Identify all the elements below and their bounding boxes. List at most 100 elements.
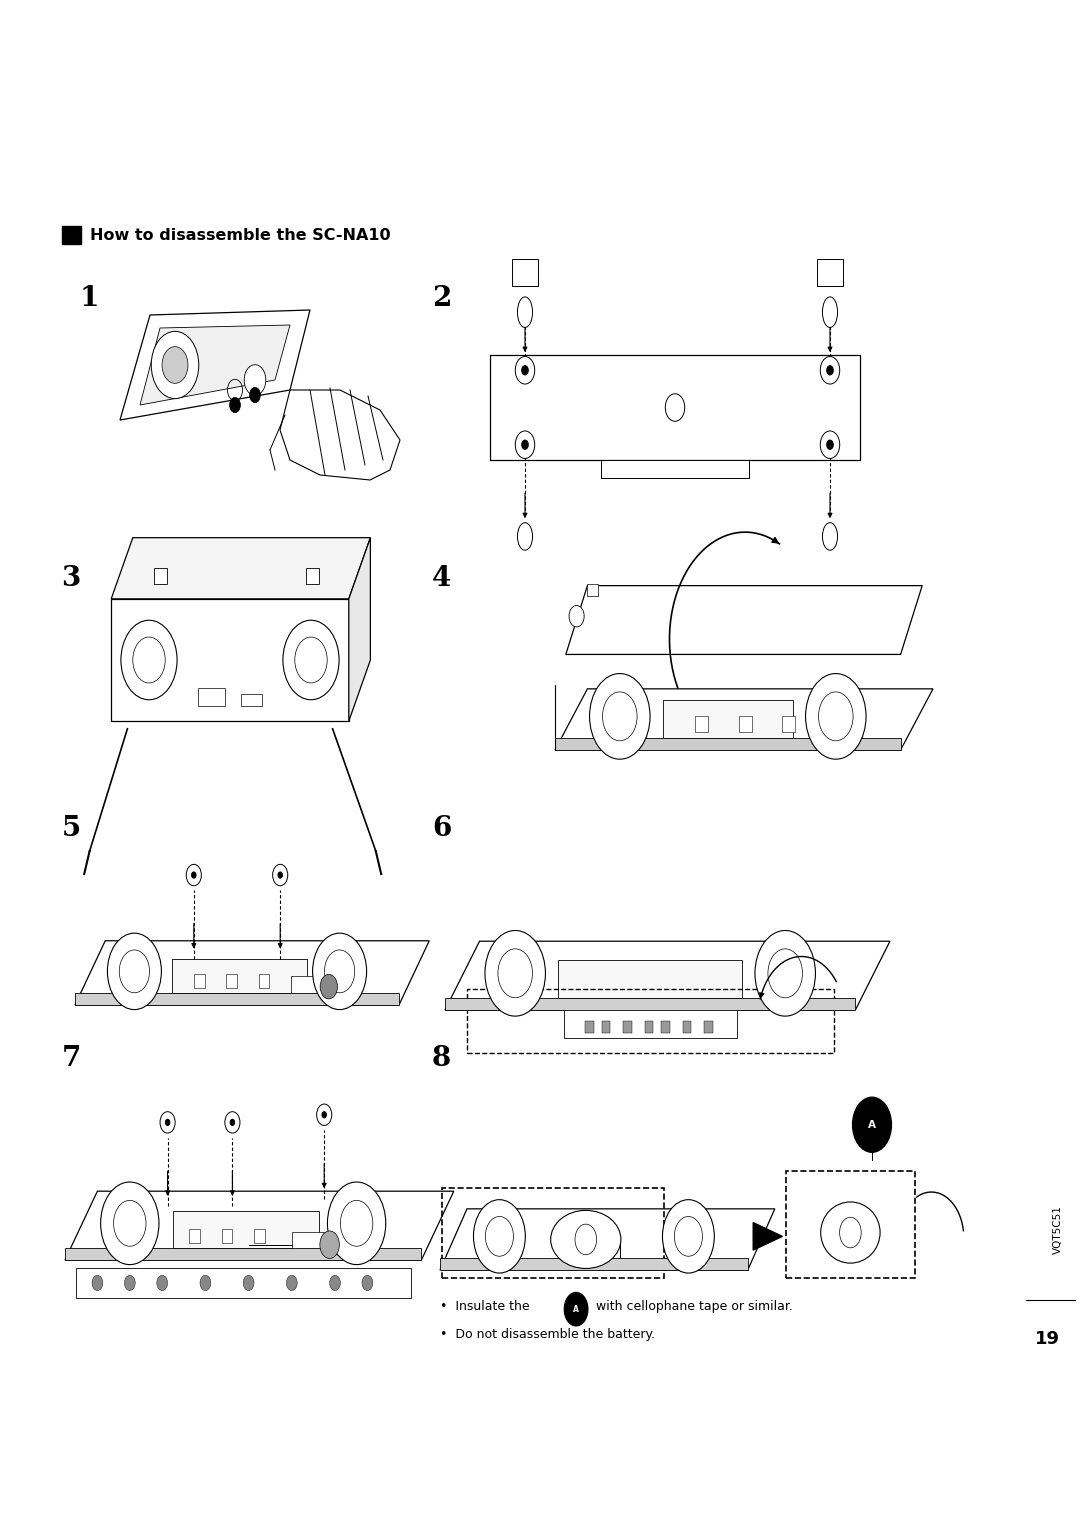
Bar	[600, 460, 750, 479]
Bar	[241, 694, 262, 706]
Text: •  Do not disassemble the battery.: • Do not disassemble the battery.	[440, 1327, 656, 1341]
Circle shape	[100, 1182, 159, 1264]
Circle shape	[806, 674, 866, 760]
Circle shape	[322, 1112, 326, 1118]
Bar	[172, 959, 307, 992]
Text: 5: 5	[62, 815, 81, 842]
Bar	[291, 976, 345, 998]
Text: 4: 4	[432, 566, 451, 592]
Text: 3: 3	[62, 566, 81, 592]
Bar	[739, 717, 752, 732]
Text: 2: 2	[432, 284, 451, 312]
Circle shape	[124, 1275, 135, 1290]
Circle shape	[244, 365, 266, 396]
Bar	[189, 1229, 200, 1243]
Bar	[154, 569, 167, 584]
Circle shape	[92, 1275, 103, 1290]
Circle shape	[827, 365, 834, 375]
Bar	[292, 1232, 378, 1257]
Circle shape	[327, 1182, 386, 1264]
Ellipse shape	[517, 297, 532, 327]
Circle shape	[230, 1119, 234, 1125]
Bar	[442, 1188, 664, 1278]
Circle shape	[515, 431, 535, 459]
Polygon shape	[349, 538, 370, 722]
Text: A: A	[573, 1304, 579, 1313]
Bar	[645, 1021, 653, 1034]
Circle shape	[522, 440, 528, 450]
Circle shape	[165, 1119, 170, 1125]
Bar	[445, 998, 855, 1011]
Bar	[558, 960, 742, 998]
Text: •  Insulate the: • Insulate the	[440, 1300, 534, 1313]
Circle shape	[200, 1275, 211, 1290]
Text: 8: 8	[432, 1044, 451, 1072]
Circle shape	[249, 387, 260, 402]
Polygon shape	[65, 1191, 454, 1260]
Circle shape	[107, 933, 161, 1009]
Bar	[785, 1171, 915, 1278]
Polygon shape	[566, 586, 922, 654]
Circle shape	[151, 332, 199, 399]
Bar	[663, 700, 793, 739]
Bar	[75, 992, 399, 1005]
Bar	[782, 717, 795, 732]
Bar	[198, 688, 225, 706]
Circle shape	[755, 931, 815, 1017]
Circle shape	[191, 872, 195, 878]
Circle shape	[515, 356, 535, 384]
Circle shape	[662, 1200, 714, 1274]
Circle shape	[329, 1275, 340, 1290]
Bar	[818, 258, 843, 286]
Bar	[564, 1005, 737, 1038]
Circle shape	[821, 431, 840, 459]
Polygon shape	[120, 310, 310, 420]
Bar	[602, 1021, 610, 1034]
Ellipse shape	[823, 523, 838, 550]
Polygon shape	[555, 690, 933, 751]
Circle shape	[320, 1231, 339, 1258]
Bar	[683, 1021, 691, 1034]
Bar	[306, 569, 319, 584]
Polygon shape	[111, 538, 370, 599]
Circle shape	[278, 872, 282, 878]
Polygon shape	[75, 940, 429, 1005]
Circle shape	[564, 1292, 588, 1326]
Circle shape	[225, 1112, 240, 1133]
Text: A: A	[868, 1119, 876, 1130]
Text: 19: 19	[1035, 1330, 1061, 1349]
Ellipse shape	[821, 1202, 880, 1263]
Circle shape	[320, 974, 337, 998]
Circle shape	[827, 440, 834, 450]
Polygon shape	[140, 326, 291, 405]
Bar	[623, 1021, 632, 1034]
Bar	[226, 974, 237, 988]
Circle shape	[243, 1275, 254, 1290]
Circle shape	[312, 933, 366, 1009]
Bar	[467, 989, 834, 1053]
Bar	[696, 717, 708, 732]
Circle shape	[283, 621, 339, 700]
Bar	[588, 584, 598, 596]
Bar	[585, 1021, 594, 1034]
Circle shape	[473, 1200, 525, 1274]
Bar	[512, 258, 538, 286]
Text: VQT5C51: VQT5C51	[1053, 1205, 1064, 1254]
Circle shape	[522, 365, 528, 375]
Text: with cellophane tape or similar.: with cellophane tape or similar.	[592, 1300, 793, 1313]
Bar	[76, 1268, 410, 1298]
Circle shape	[157, 1275, 167, 1290]
Bar	[555, 739, 901, 751]
Text: How to disassemble the SC-NA10: How to disassemble the SC-NA10	[90, 228, 390, 243]
Polygon shape	[445, 942, 890, 1011]
Circle shape	[316, 1104, 332, 1125]
Circle shape	[590, 674, 650, 760]
Ellipse shape	[517, 523, 532, 550]
Circle shape	[286, 1275, 297, 1290]
Circle shape	[162, 347, 188, 384]
Bar	[221, 1229, 232, 1243]
Bar	[258, 974, 269, 988]
Bar	[111, 599, 349, 722]
Ellipse shape	[551, 1211, 621, 1269]
Text: 7: 7	[62, 1044, 81, 1072]
